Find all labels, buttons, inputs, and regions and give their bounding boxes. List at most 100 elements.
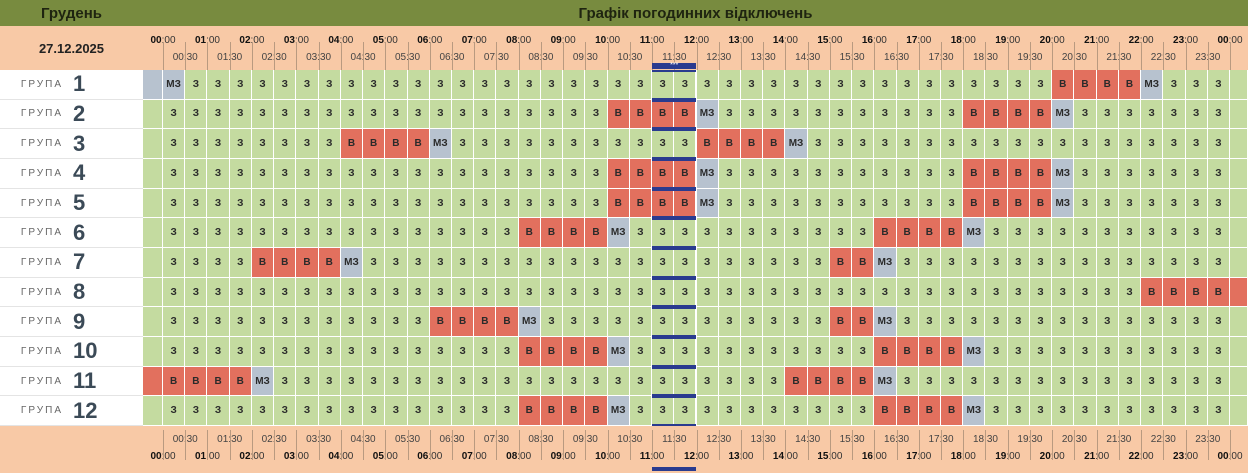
slot-cell: З [941, 248, 964, 278]
slot-cell: В [1074, 70, 1097, 100]
slot-cell: З [1096, 159, 1119, 189]
tick-divider [251, 42, 253, 70]
slot-cell: МЗ [607, 396, 630, 427]
slot-cell: З [1118, 99, 1142, 130]
tick-divider [696, 430, 698, 460]
month-title: Грудень [0, 0, 143, 26]
row-margin [143, 218, 163, 248]
slot-cell: З [429, 99, 452, 130]
slot-cell: З [185, 337, 208, 367]
slot-cell: З [1029, 70, 1053, 100]
slot-cell: З [451, 70, 475, 100]
tick-divider [1141, 430, 1143, 460]
slot-cell: З [1207, 248, 1230, 278]
slot-cell: З [1052, 218, 1075, 248]
slot-cell: З [207, 396, 230, 427]
slot-cell: З [963, 366, 986, 397]
slot-cell: З [585, 248, 608, 278]
slot-cell: З [652, 337, 675, 367]
slot-cell: МЗ [1052, 188, 1075, 219]
slot-cell: З [251, 188, 275, 219]
slot-cell: З [807, 307, 830, 338]
slot-cell: З [563, 99, 586, 130]
slot-cell: З [852, 70, 875, 100]
slot-cell: З [518, 188, 541, 219]
slot-cell: З [407, 188, 430, 219]
slot-cell: З [652, 396, 675, 427]
tick-divider [318, 430, 320, 460]
slot-cell: З [1163, 129, 1186, 159]
current-time-indicator [652, 467, 697, 471]
group-label: ГРУПА 2 [0, 99, 143, 130]
tick-divider [1052, 430, 1054, 460]
slot-cell: З [563, 366, 586, 397]
slot-cell: З [896, 99, 919, 130]
slot-cell: З [474, 99, 497, 130]
slot-cell: З [1163, 99, 1186, 130]
row-margin [1230, 99, 1248, 130]
slot-cell: З [451, 159, 475, 189]
slot-cell: З [1029, 337, 1053, 367]
row-margin [1230, 366, 1248, 397]
slot-cell: З [229, 337, 252, 367]
slot-cell: З [318, 366, 341, 397]
slot-cell: З [318, 99, 341, 130]
slot-cell: З [340, 99, 364, 130]
slot-cell: З [274, 396, 297, 427]
slot-cell: В [852, 307, 875, 338]
slot-cell: З [1185, 248, 1208, 278]
slot-cell: З [1207, 366, 1230, 397]
tick-divider [874, 42, 876, 70]
slot-cell: З [318, 277, 341, 308]
slot-cell: З [763, 337, 786, 367]
hour-tick: 15:00 [817, 35, 843, 46]
tick-divider [896, 430, 898, 460]
slot-cell: МЗ [429, 129, 452, 159]
slot-cell: З [1118, 218, 1142, 248]
tick-divider [474, 430, 476, 460]
slot-cell: МЗ [785, 129, 808, 159]
slot-cell: З [718, 307, 741, 338]
tick-divider [1185, 430, 1187, 460]
slot-cell: З [1141, 159, 1164, 189]
slot-cell: З [496, 70, 519, 100]
tick-divider [318, 42, 320, 70]
slot-cell: З [474, 218, 497, 248]
slot-cell: МЗ [696, 99, 719, 130]
slot-cell: З [318, 307, 341, 338]
slot-cell: З [1096, 396, 1119, 427]
slot-cell: З [1207, 188, 1230, 219]
tick-divider [1052, 42, 1054, 70]
slot-cell: МЗ [607, 337, 630, 367]
hour-tick: 21:00 [1084, 35, 1110, 46]
slot-cell: В [674, 99, 697, 130]
group-number: 7 [73, 249, 86, 275]
slot-cell: З [274, 366, 297, 397]
slot-cell: З [518, 99, 541, 130]
slot-cell: В [340, 129, 364, 159]
hour-tick: 00:00 [1217, 35, 1243, 46]
group-word: ГРУПА [20, 286, 63, 298]
slot-cell: З [1118, 337, 1142, 367]
tick-divider [185, 430, 187, 460]
slot-cell: З [363, 366, 386, 397]
slot-cell: З [1163, 70, 1186, 100]
slot-cell: З [785, 99, 808, 130]
slot-cell: З [1007, 277, 1030, 308]
tick-divider [740, 430, 742, 460]
slot-cell: З [1207, 159, 1230, 189]
slot-cell: З [1163, 396, 1186, 427]
slot-cell: З [585, 129, 608, 159]
slot-cell: З [229, 307, 252, 338]
slot-cell: З [340, 366, 364, 397]
tick-divider [585, 430, 587, 460]
hour-tick: 19:00 [995, 451, 1021, 462]
tick-divider [829, 42, 831, 70]
row-margin [1230, 248, 1248, 278]
page-title: Графік погодинних відключень [143, 0, 1248, 26]
slot-cell: З [807, 129, 830, 159]
tick-divider [274, 430, 276, 460]
tick-divider [918, 42, 920, 70]
slot-cell: З [1163, 366, 1186, 397]
slot-cell: В [540, 337, 564, 367]
